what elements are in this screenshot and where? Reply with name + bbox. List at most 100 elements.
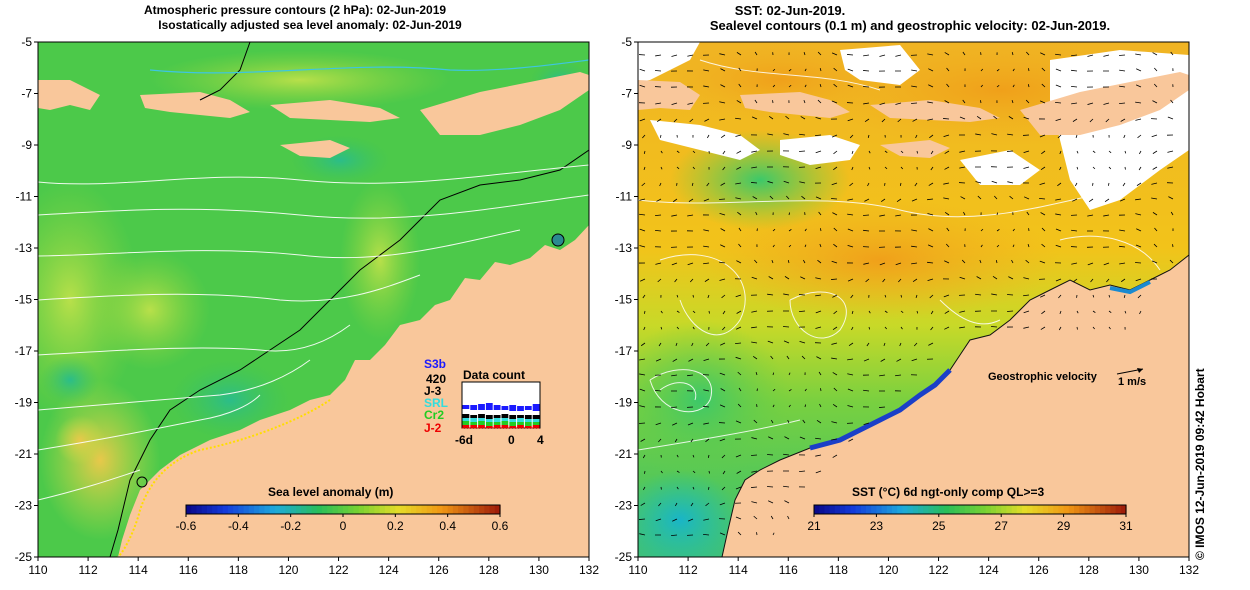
data-count-bar — [524, 419, 532, 422]
left-lon-tick: 116 — [179, 563, 198, 577]
right-lat-tick: -13 — [615, 241, 633, 255]
data-count-total: 420 — [426, 372, 447, 386]
right-lat-tick: -23 — [615, 499, 633, 513]
data-count-bar — [524, 426, 532, 428]
left-lon-tick: 114 — [129, 563, 148, 577]
data-count-bar — [532, 422, 540, 425]
colorbar-tick: 25 — [932, 519, 946, 533]
data-count-xtick-left: -6d — [455, 433, 473, 447]
colorbar-tick: -0.2 — [280, 519, 301, 533]
timor-island — [420, 72, 589, 135]
left-lat-tick: -19 — [15, 396, 33, 410]
indonesia-island-3 — [270, 100, 400, 122]
right-lon-tick: 110 — [628, 563, 647, 577]
data-count-bar — [501, 421, 509, 425]
data-count-bar — [478, 410, 485, 414]
sealevel-contours — [638, 59, 1161, 451]
data-count-bar — [493, 418, 501, 422]
left-lat-tick: -11 — [16, 190, 33, 204]
data-count-xtick-right: 4 — [537, 433, 544, 447]
sst-colorbar: 21 23 25 27 29 31 — [807, 504, 1133, 533]
data-count-bar — [485, 419, 493, 422]
right-lat-tick: -15 — [615, 293, 633, 307]
data-count-bar — [485, 403, 493, 410]
velocity-scale-label: 1 m/s — [1118, 376, 1147, 388]
left-title-line2: Isostatically adjusted sea level anomaly… — [158, 18, 462, 32]
australia-land — [118, 225, 589, 557]
left-lat-tick: -9 — [21, 138, 32, 152]
sla-colorbar-title: Sea level anomaly (m) — [268, 485, 394, 499]
colorbar-tick: 27 — [995, 519, 1009, 533]
colorbar-tick: 23 — [870, 519, 884, 533]
data-count-bar — [517, 422, 524, 425]
right-title-line2: Sealevel contours (0.1 m) and geostrophi… — [709, 18, 1111, 33]
indonesia-island-1 — [38, 80, 100, 110]
right-lat-tick: -7 — [621, 87, 632, 101]
right-lon-tick: 122 — [929, 563, 949, 577]
data-count-bar — [493, 425, 501, 428]
left-lat-tick: -7 — [21, 87, 32, 101]
left-lon-tick: 132 — [579, 563, 599, 577]
data-count-bar — [485, 410, 493, 415]
data-count-bar — [470, 425, 478, 428]
left-lat-tick: -15 — [15, 293, 33, 307]
colorbar-tick: 29 — [1057, 519, 1071, 533]
right-lat-tick: -19 — [615, 396, 633, 410]
sst-field — [638, 42, 1189, 557]
data-count-bar — [532, 404, 540, 411]
sumba-island — [280, 140, 350, 158]
colorbar-tick: 0.4 — [439, 519, 456, 533]
right-lat-tick: -21 — [615, 447, 633, 461]
data-count-bar — [470, 422, 478, 425]
colorbar-tick: 0.6 — [492, 519, 509, 533]
data-count-bar — [478, 418, 485, 421]
right-lon-tick: 118 — [829, 563, 848, 577]
data-count-bar — [501, 425, 509, 428]
right-lon-tick: 126 — [1029, 563, 1049, 577]
left-lon-tick: 128 — [479, 563, 499, 577]
right-lat-tick: -17 — [615, 344, 633, 358]
sat-label-cr2: Cr2 — [424, 408, 445, 422]
colorbar-tick: 31 — [1119, 519, 1133, 533]
data-count-title: Data count — [463, 368, 526, 382]
colorbar-tick: 0.2 — [387, 519, 404, 533]
data-count-bar — [462, 421, 470, 425]
data-count-bar — [478, 425, 485, 428]
data-count-bar — [509, 422, 517, 426]
right-title-line1: SST: 02-Jun-2019. — [734, 3, 846, 18]
left-lat-tick: -25 — [15, 550, 33, 564]
data-count-bar — [462, 425, 470, 428]
left-lon-tick: 130 — [529, 563, 549, 577]
data-count-bar — [532, 425, 540, 428]
left-title-line1: Atmospheric pressure contours (2 hPa): 0… — [143, 3, 447, 17]
data-count-bar — [501, 418, 509, 421]
sat-label-j2: J-2 — [424, 421, 442, 435]
data-count-chart — [461, 381, 541, 429]
right-lon-tick: 114 — [729, 563, 748, 577]
left-lon-tick: 122 — [329, 563, 349, 577]
data-count-bar — [470, 410, 478, 415]
sat-label-j3: J-3 — [424, 384, 442, 398]
data-count-bar — [470, 405, 478, 410]
data-count-bar — [470, 418, 478, 422]
left-lon-tick: 110 — [28, 563, 47, 577]
data-count-bar — [517, 415, 524, 418]
data-count-bar — [493, 422, 501, 425]
data-count-bar — [509, 405, 517, 411]
right-lon-tick: 128 — [1079, 563, 1099, 577]
data-count-bar — [478, 414, 485, 418]
colorbar-tick: -0.6 — [176, 519, 197, 533]
sla-colorbar: -0.6 -0.4 -0.2 0 0.2 0.4 0.6 — [176, 504, 509, 533]
left-lon-tick: 120 — [278, 563, 298, 577]
data-count-bar — [485, 415, 493, 419]
colorbar-tick: -0.4 — [228, 519, 249, 533]
left-lon-tick: 118 — [229, 563, 248, 577]
indonesia-island-2 — [140, 92, 250, 118]
right-lon-tick: 112 — [679, 563, 698, 577]
pressure-contours — [38, 164, 589, 501]
data-count-bar — [485, 426, 493, 428]
data-count-bar — [509, 411, 517, 415]
data-count-bar — [509, 426, 517, 428]
right-lat-tick: -9 — [621, 138, 632, 152]
right-lon-tick: 120 — [878, 563, 898, 577]
